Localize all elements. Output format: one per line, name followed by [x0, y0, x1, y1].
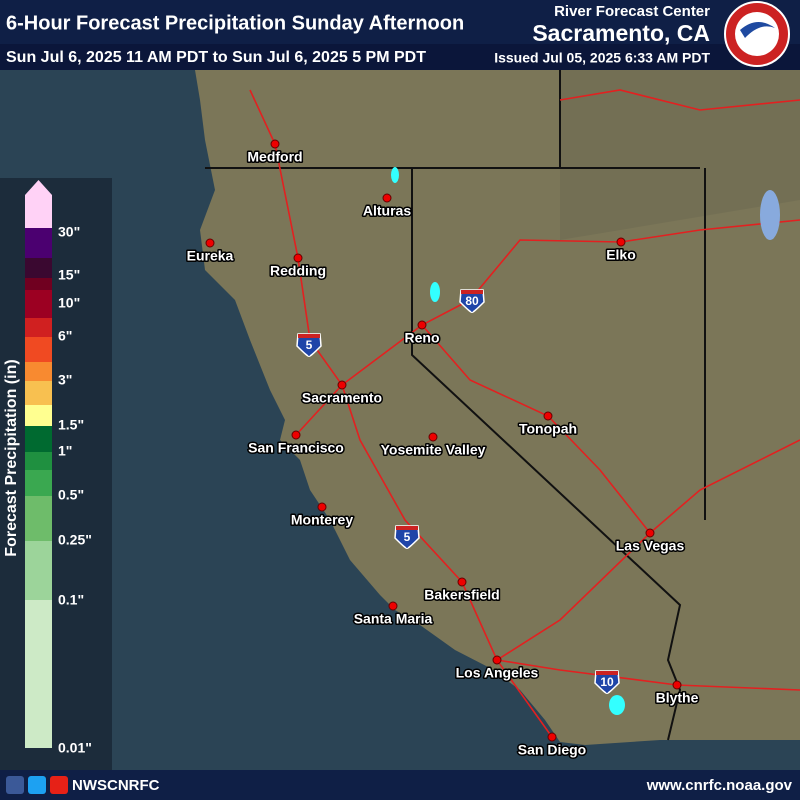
- city-label: Los Angeles: [456, 665, 539, 681]
- city-dot: [270, 139, 280, 149]
- legend-band: [25, 290, 52, 318]
- city-label: San Diego: [518, 742, 586, 758]
- city-dot: [616, 237, 626, 247]
- city-dot: [317, 502, 327, 512]
- land-shade: [560, 70, 800, 240]
- shield-top: [596, 671, 618, 675]
- social-handle: NWSCNRFC: [72, 777, 160, 794]
- youtube-icon[interactable]: [50, 776, 68, 794]
- legend-label: 1": [58, 443, 72, 459]
- city-dot: [672, 680, 682, 690]
- footer-bar: [0, 770, 800, 800]
- interstate-number: 5: [306, 338, 313, 352]
- city-dot: [382, 193, 392, 203]
- legend-band: [25, 405, 52, 426]
- city-dot: [645, 528, 655, 538]
- interstate-shield: [394, 525, 420, 550]
- legend-arrow: [25, 180, 52, 228]
- city-label: San Francisco: [248, 440, 344, 456]
- legend-label: 0.25": [58, 532, 92, 548]
- legend-scale: [25, 180, 52, 748]
- city-dot: [492, 655, 502, 665]
- city-label: Medford: [247, 149, 302, 165]
- city-dot: [293, 253, 303, 263]
- city-label: Eureka: [187, 248, 234, 264]
- subheader-bar: [0, 44, 800, 70]
- website-url[interactable]: www.cnrfc.noaa.gov: [646, 777, 793, 794]
- legend-band: [25, 541, 52, 600]
- legend-band: [25, 426, 52, 452]
- subtitle: Sun Jul 6, 2025 11 AM PDT to Sun Jul 6, …: [6, 49, 426, 66]
- legend-label: 1.5": [58, 417, 84, 433]
- legend-band: [25, 496, 52, 541]
- city-label: Alturas: [363, 203, 411, 219]
- legend-label: 30": [58, 224, 80, 240]
- city-label: Santa Maria: [354, 611, 433, 627]
- interstate-number: 5: [404, 530, 411, 544]
- twitter-icon[interactable]: [28, 776, 46, 794]
- city-dot: [205, 238, 215, 248]
- city-label: Redding: [270, 263, 326, 279]
- city-label: Monterey: [291, 512, 353, 528]
- city-label: Las Vegas: [616, 538, 685, 554]
- city-dot: [457, 577, 467, 587]
- nws-logo: [724, 1, 790, 67]
- legend-label: 3": [58, 372, 72, 388]
- legend-label: 15": [58, 267, 80, 283]
- lakes: [391, 167, 780, 715]
- legend-label: 0.01": [58, 740, 92, 756]
- legend-band: [25, 278, 52, 290]
- city-dot: [428, 432, 438, 442]
- shield-top: [461, 290, 483, 294]
- issued: Issued Jul 05, 2025 6:33 AM PDT: [494, 50, 710, 66]
- interstate-shield: [594, 670, 620, 695]
- legend-band: [25, 470, 52, 496]
- legend-band: [25, 228, 52, 258]
- city-label: Tonopah: [519, 421, 577, 437]
- facebook-icon[interactable]: [6, 776, 24, 794]
- office: Sacramento, CA: [532, 20, 710, 46]
- legend-title: Forecast Precipitation (in): [3, 359, 20, 556]
- legend-band: [25, 258, 52, 278]
- legend-label: 0.5": [58, 487, 84, 503]
- city-label: Elko: [606, 247, 636, 263]
- state-borders: [205, 70, 706, 741]
- city-label: Reno: [405, 330, 440, 346]
- city-dot: [337, 380, 347, 390]
- agency: River Forecast Center: [554, 3, 710, 20]
- city-dot: [547, 732, 557, 742]
- interstate-number: 80: [465, 294, 479, 308]
- interstate-shield: [296, 333, 322, 358]
- interstate-number: 10: [600, 675, 614, 689]
- legend-label: 0.1": [58, 592, 84, 608]
- city-dot: [388, 601, 398, 611]
- shield-top: [396, 526, 418, 530]
- legend-label: 10": [58, 295, 80, 311]
- legend-band: [25, 362, 52, 381]
- legend-band: [25, 600, 52, 748]
- city-label: Yosemite Valley: [381, 442, 486, 458]
- shield-top: [298, 334, 320, 338]
- legend-band: [25, 318, 52, 337]
- city-dot: [291, 430, 301, 440]
- title: 6-Hour Forecast Precipitation Sunday Aft…: [6, 12, 464, 34]
- interstate-shield: [459, 289, 485, 314]
- city-label: Bakersfield: [424, 587, 499, 603]
- legend-band: [25, 337, 52, 362]
- legend-panel: [0, 178, 112, 770]
- legend-label: 6": [58, 328, 72, 344]
- city-dot: [417, 320, 427, 330]
- city-label: Blythe: [656, 690, 699, 706]
- header-bar: [0, 0, 800, 44]
- city-dot: [543, 411, 553, 421]
- city-label: Sacramento: [302, 390, 382, 406]
- legend-band: [25, 381, 52, 405]
- legend-band: [25, 452, 52, 470]
